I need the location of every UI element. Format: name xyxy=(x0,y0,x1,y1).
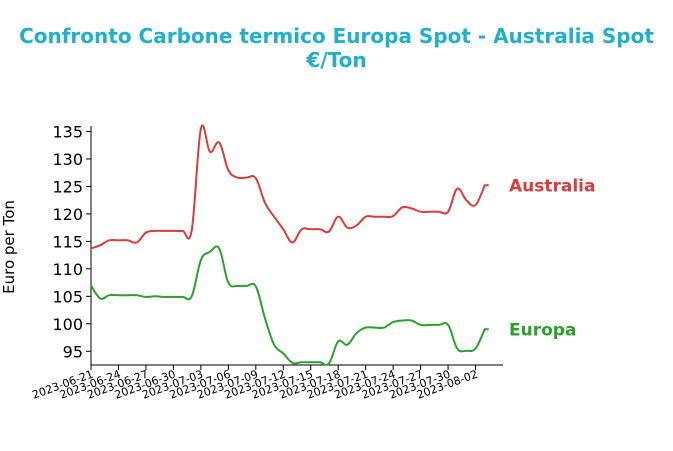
series-lines xyxy=(90,124,489,366)
y-tick-label: 105 xyxy=(52,287,83,306)
y-tick-label: 115 xyxy=(52,232,83,251)
y-tick-label: 95 xyxy=(63,342,83,361)
series-line-australia xyxy=(90,124,489,250)
series-label-australia: Australia xyxy=(509,176,596,196)
y-tick-label: 110 xyxy=(52,260,83,279)
chart-axes xyxy=(90,126,503,366)
y-tick-label: 135 xyxy=(52,122,83,141)
x-axis-ticks: 2023-06-212023-06-242023-06-272023-06-30… xyxy=(30,365,480,402)
y-tick-label: 130 xyxy=(52,150,83,169)
y-tick-label: 125 xyxy=(52,177,83,196)
y-axis-ticks: 95 100 105 110 115 120 125 130 135 xyxy=(52,122,91,361)
y-tick-label: 100 xyxy=(52,315,83,334)
series-label-europa: Europa xyxy=(509,320,576,340)
y-tick-label: 120 xyxy=(52,205,83,224)
series-line-europa xyxy=(90,245,489,366)
series-labels: Australia Europa xyxy=(509,176,596,340)
chart-title-line-2: €/Ton xyxy=(306,48,367,72)
y-axis-label: Euro per Ton xyxy=(0,200,18,294)
chart-title-line-1: Confronto Carbone termico Europa Spot - … xyxy=(19,24,654,48)
